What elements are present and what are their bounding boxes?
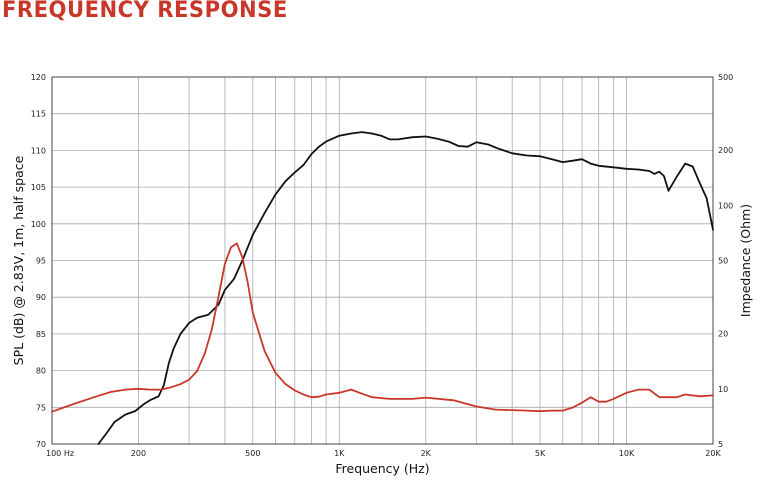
left-tick-label: 95	[36, 257, 46, 266]
left-tick-label: 75	[36, 403, 46, 412]
left-tick-label: 110	[31, 146, 46, 155]
left-tick-label: 105	[31, 183, 46, 192]
impedance-curve	[51, 242, 714, 413]
x-axis-title: Frequency (Hz)	[335, 461, 429, 476]
left-axis-title: SPL (dB) @ 2.83V, 1m, half space	[11, 155, 26, 365]
right-tick-label: 10	[718, 385, 728, 394]
page-title: FREQUENCY RESPONSE	[2, 0, 288, 23]
spl-curve	[97, 131, 714, 445]
right-tick-label: 200	[718, 146, 733, 155]
x-tick-label: 100 Hz	[46, 449, 74, 458]
tick-labels: 70 75 80 85 90 95 100 105 110 115 120 5 10 20 50 100 200…	[31, 73, 734, 458]
right-axis-title: Impedance (Ohm)	[738, 204, 753, 317]
left-tick-label: 120	[31, 73, 46, 82]
left-tick-label: 115	[31, 110, 46, 119]
x-tick-label: 1K	[334, 449, 345, 458]
left-tick-label: 100	[31, 220, 46, 229]
x-tick-label: 500	[245, 449, 260, 458]
right-tick-label: 20	[718, 330, 728, 339]
grid	[52, 77, 713, 444]
x-tick-label: 2K	[421, 449, 432, 458]
left-tick-label: 80	[36, 367, 46, 376]
right-tick-label: 5	[718, 440, 723, 449]
x-tick-label: 200	[131, 449, 146, 458]
x-tick-label: 5K	[535, 449, 546, 458]
right-tick-label: 100	[718, 201, 733, 210]
right-tick-label: 50	[718, 257, 728, 266]
left-tick-label: 90	[36, 293, 46, 302]
left-tick-label: 70	[36, 440, 46, 449]
plot-frame	[51, 76, 714, 445]
curves	[51, 131, 714, 445]
x-tick-label: 20K	[705, 449, 721, 458]
left-tick-label: 85	[36, 330, 46, 339]
x-tick-label: 10K	[619, 449, 635, 458]
right-tick-label: 500	[718, 73, 733, 82]
